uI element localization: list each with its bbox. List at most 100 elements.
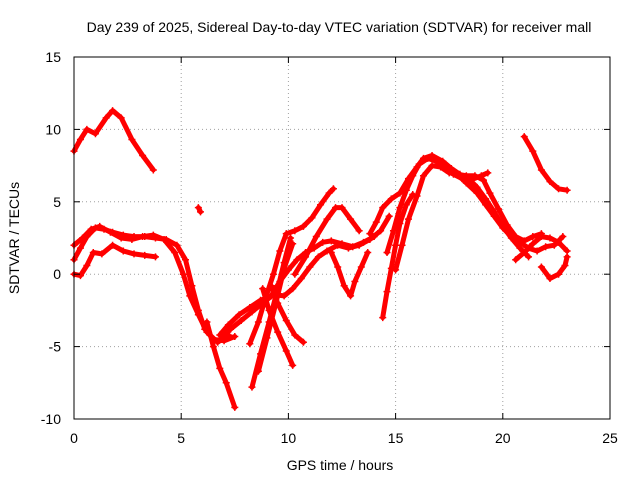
data-point-marker	[289, 285, 297, 293]
data-point-marker	[377, 227, 385, 235]
data-point-marker	[404, 215, 412, 223]
data-point-marker	[387, 195, 395, 203]
data-point-marker	[274, 299, 282, 307]
data-point-marker	[329, 185, 337, 193]
data-point-marker	[196, 208, 204, 216]
data-point-marker	[430, 154, 438, 162]
data-point-marker	[186, 292, 194, 300]
y-tick-label: 15	[45, 49, 61, 65]
data-point-marker	[325, 189, 333, 197]
data-point-marker	[379, 314, 387, 322]
data-point-marker	[537, 233, 545, 241]
data-point-marker	[392, 241, 400, 249]
data-point-marker	[546, 234, 554, 242]
data-point-marker	[274, 328, 282, 336]
axis-ticks	[73, 56, 611, 420]
data-point-marker	[308, 214, 316, 222]
data-point-marker	[525, 253, 533, 261]
data-point-marker	[263, 334, 271, 342]
data-point-marker	[512, 256, 520, 264]
data-point-marker	[319, 238, 327, 246]
series-line	[538, 254, 570, 281]
data-point-marker	[312, 233, 320, 241]
x-tick-label: 25	[602, 430, 618, 446]
series-track-02	[70, 224, 239, 345]
data-point-marker	[471, 172, 479, 180]
data-point-marker	[102, 114, 110, 122]
data-point-marker	[542, 243, 550, 251]
data-point-marker	[404, 175, 412, 183]
data-point-marker	[555, 185, 563, 193]
series-track-16	[379, 191, 417, 322]
data-point-marker	[151, 253, 159, 261]
data-point-marker	[464, 175, 472, 183]
series-track-14	[291, 204, 363, 278]
data-point-marker	[222, 379, 230, 387]
data-point-marker	[117, 234, 125, 242]
data-point-marker	[209, 343, 217, 351]
y-axis-label: SDTVAR / TECUs	[6, 182, 22, 294]
data-series	[70, 107, 571, 411]
series-line	[247, 186, 336, 347]
y-tick-label: -5	[49, 339, 62, 355]
series-track-17	[383, 154, 492, 256]
x-tick-label: 0	[70, 430, 78, 446]
data-point-marker	[203, 318, 211, 326]
data-point-marker	[119, 247, 127, 255]
data-point-marker	[327, 237, 335, 245]
data-point-marker	[563, 253, 571, 261]
data-point-marker	[109, 241, 117, 249]
data-point-marker	[149, 166, 157, 174]
data-point-marker	[529, 147, 537, 155]
data-point-marker	[555, 238, 563, 246]
data-point-marker	[109, 107, 117, 115]
data-point-marker	[269, 270, 277, 278]
series-line	[71, 242, 158, 279]
data-point-marker	[259, 285, 267, 293]
data-point-marker	[355, 227, 363, 235]
data-point-marker	[289, 361, 297, 369]
data-point-marker	[357, 263, 365, 271]
data-point-marker	[359, 238, 367, 246]
data-point-marker	[529, 233, 537, 241]
data-point-marker	[499, 224, 507, 232]
data-point-marker	[563, 186, 571, 194]
series-track-08	[216, 233, 378, 339]
y-tick-label: -10	[41, 411, 61, 427]
data-point-marker	[141, 251, 149, 259]
data-point-marker	[495, 205, 503, 213]
data-point-marker	[117, 114, 125, 122]
data-point-marker	[139, 151, 147, 159]
data-point-marker	[396, 189, 404, 197]
series-track-22	[520, 133, 571, 194]
data-point-marker	[323, 215, 331, 223]
data-point-marker	[507, 233, 515, 241]
data-point-marker	[317, 201, 325, 209]
data-point-marker	[555, 270, 563, 278]
data-point-marker	[490, 212, 498, 220]
data-point-marker	[254, 318, 262, 326]
data-point-marker	[484, 169, 492, 177]
series-line	[292, 205, 362, 277]
plot-frame	[73, 56, 611, 420]
data-point-marker	[389, 227, 397, 235]
data-point-marker	[289, 240, 297, 248]
data-point-marker	[194, 204, 202, 212]
data-point-marker	[398, 241, 406, 249]
series-track-11	[246, 185, 337, 348]
data-point-marker	[370, 233, 378, 241]
data-point-marker	[139, 233, 147, 241]
series-line	[71, 108, 156, 173]
data-point-marker	[231, 403, 239, 411]
data-point-marker	[533, 247, 541, 255]
series-track-06	[203, 318, 239, 411]
data-point-marker	[413, 192, 421, 200]
data-point-marker	[246, 340, 254, 348]
data-point-marker	[546, 178, 554, 186]
data-point-marker	[149, 231, 157, 239]
data-point-marker	[529, 240, 537, 248]
series-track-13	[267, 282, 307, 346]
data-point-marker	[372, 218, 380, 226]
data-point-marker	[306, 263, 314, 271]
